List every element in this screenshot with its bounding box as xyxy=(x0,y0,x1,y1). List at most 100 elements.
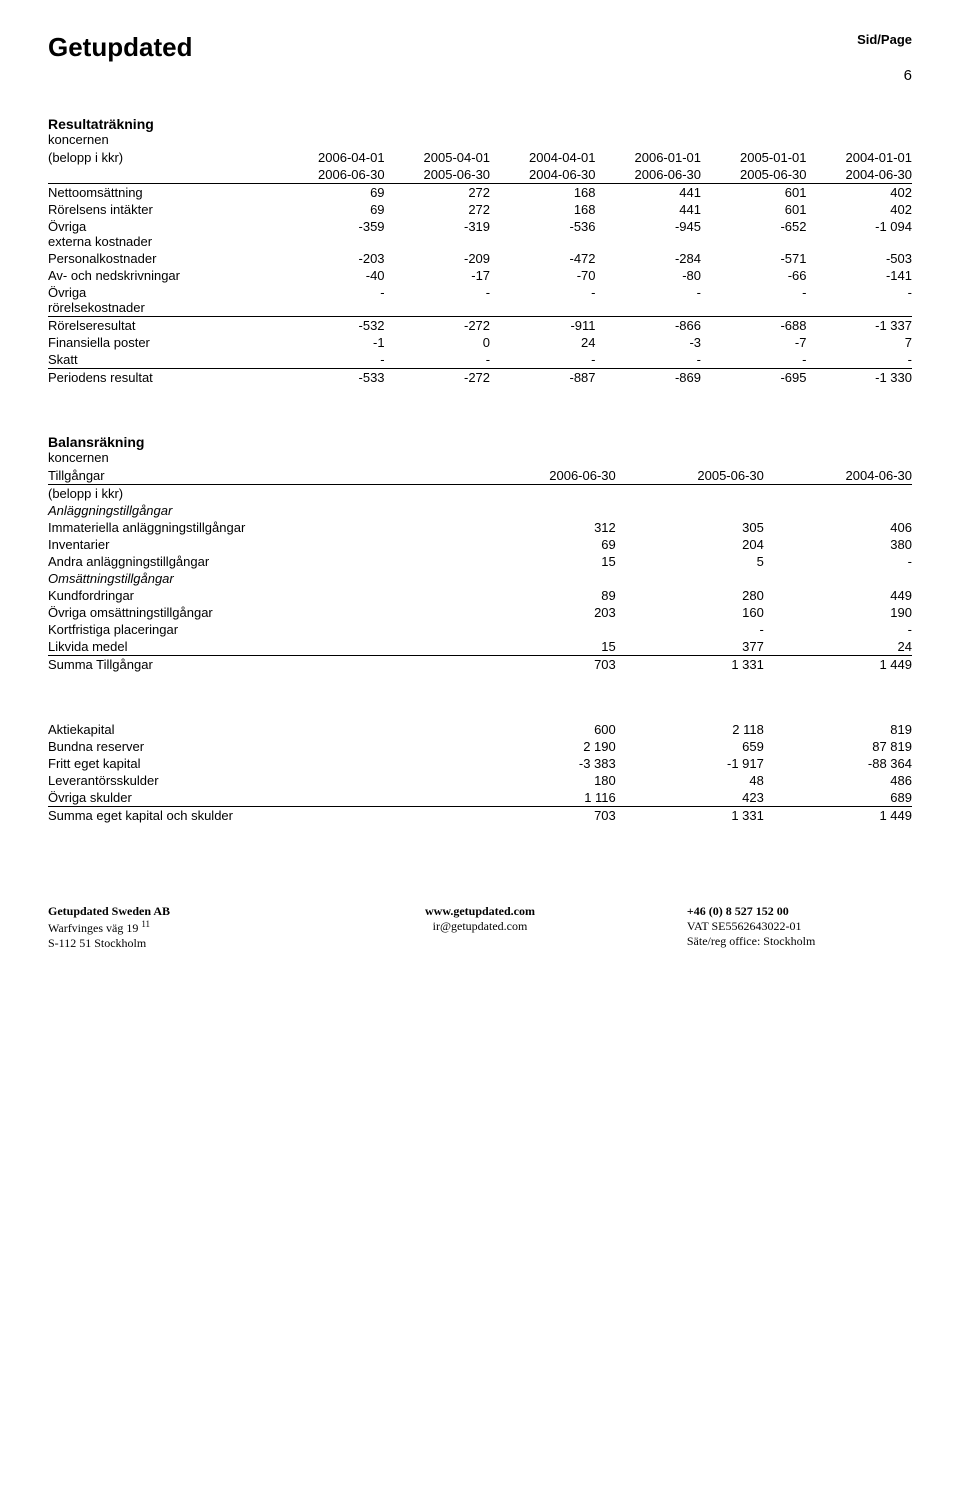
row-label: Skatt xyxy=(48,351,279,369)
cell-value: 180 xyxy=(468,772,616,789)
income-title: Resultaträkning xyxy=(48,116,912,132)
cell-value: 87 819 xyxy=(764,738,912,755)
col-date: 2004-06-30 xyxy=(806,166,912,184)
table-row: Summa eget kapital och skulder7031 3311 … xyxy=(48,807,912,825)
cell-value: 0 xyxy=(385,334,490,351)
table-row: Immateriella anläggningstillgångar312305… xyxy=(48,519,912,536)
row-label: Kortfristiga placeringar xyxy=(48,621,468,638)
cell-value: -652 xyxy=(701,218,806,250)
cell-value: -945 xyxy=(596,218,701,250)
table-header-row: Tillgångar 2006-06-30 2005-06-30 2004-06… xyxy=(48,467,912,485)
col-date: 2004-06-30 xyxy=(764,467,912,485)
table-row: Andra anläggningstillgångar155- xyxy=(48,553,912,570)
cell-value: -7 xyxy=(701,334,806,351)
cell-value: 2 118 xyxy=(616,721,764,738)
col-date: 2004-06-30 xyxy=(490,166,595,184)
cell-value: -141 xyxy=(806,267,912,284)
belopp-label: (belopp i kkr) xyxy=(48,485,468,503)
table-row: (belopp i kkr) xyxy=(48,485,912,503)
cell-value: 377 xyxy=(616,638,764,656)
cell-value: -866 xyxy=(596,317,701,335)
table-row: Periodens resultat-533-272-887-869-695-1… xyxy=(48,369,912,387)
group-label: Omsättningstillgångar xyxy=(48,570,468,587)
cell-value: 204 xyxy=(616,536,764,553)
cell-value: 89 xyxy=(468,587,616,604)
table-row: Övrigaexterna kostnader-359-319-536-945-… xyxy=(48,218,912,250)
table-row: Summa Tillgångar7031 3311 449 xyxy=(48,656,912,674)
cell-value: - xyxy=(385,351,490,369)
table-row: Kortfristiga placeringar -- xyxy=(48,621,912,638)
footer-phone: +46 (0) 8 527 152 00 xyxy=(687,904,789,918)
footer-vat: VAT SE5562643022-01 xyxy=(687,919,802,933)
cell-value: 423 xyxy=(616,789,764,807)
table-row: Kundfordringar89280449 xyxy=(48,587,912,604)
row-label: Rörelsens intäkter xyxy=(48,201,279,218)
cell-value: 449 xyxy=(764,587,912,604)
company-title: Getupdated xyxy=(48,32,192,63)
cell-value: 441 xyxy=(596,201,701,218)
table-row: Skatt------ xyxy=(48,351,912,369)
table-row: Anläggningstillgångar xyxy=(48,502,912,519)
cell-value: -472 xyxy=(490,250,595,267)
page-footer: Getupdated Sweden AB Warfvinges väg 19 1… xyxy=(48,904,912,951)
row-label: Leverantörsskulder xyxy=(48,772,468,789)
footer-address: Warfvinges väg 19 xyxy=(48,921,138,935)
cell-value: -1 917 xyxy=(616,755,764,772)
row-label: Nettoomsättning xyxy=(48,184,279,202)
col-date: 2005-06-30 xyxy=(616,467,764,485)
cell-value: - xyxy=(490,351,595,369)
cell-value: 5 xyxy=(616,553,764,570)
cell-value: -40 xyxy=(279,267,384,284)
row-label: Immateriella anläggningstillgångar xyxy=(48,519,468,536)
cell-value: 1 116 xyxy=(468,789,616,807)
cell-value: -80 xyxy=(596,267,701,284)
cell-value: 406 xyxy=(764,519,912,536)
table-row: Aktiekapital6002 118819 xyxy=(48,721,912,738)
row-label: Periodens resultat xyxy=(48,369,279,387)
row-label: Övriga skulder xyxy=(48,789,468,807)
col-date: 2006-06-30 xyxy=(596,166,701,184)
table-row: Personalkostnader-203-209-472-284-571-50… xyxy=(48,250,912,267)
table-header-row: (belopp i kkr) 2006-04-01 2005-04-01 200… xyxy=(48,149,912,166)
cell-value: 402 xyxy=(806,201,912,218)
cell-value: 1 331 xyxy=(616,656,764,674)
cell-value: - xyxy=(596,284,701,317)
cell-value: - xyxy=(764,621,912,638)
cell-value: -319 xyxy=(385,218,490,250)
cell-value: - xyxy=(279,284,384,317)
cell-value: 15 xyxy=(468,638,616,656)
col-date: 2004-04-01 xyxy=(490,149,595,166)
cell-value: 402 xyxy=(806,184,912,202)
cell-value: 689 xyxy=(764,789,912,807)
cell-value: -66 xyxy=(701,267,806,284)
cell-value: 2 190 xyxy=(468,738,616,755)
assets-label: Tillgångar xyxy=(48,467,468,485)
cell-value: 305 xyxy=(616,519,764,536)
table-row: Likvida medel1537724 xyxy=(48,638,912,656)
row-label: Bundna reserver xyxy=(48,738,468,755)
table-row: Övrigarörelsekostnader------ xyxy=(48,284,912,317)
group-label: Anläggningstillgångar xyxy=(48,502,468,519)
footer-url: www.getupdated.com xyxy=(425,904,535,918)
table-row: Rörelsens intäkter69272168441601402 xyxy=(48,201,912,218)
cell-value: - xyxy=(701,351,806,369)
col-date: 2006-06-30 xyxy=(279,166,384,184)
page-label: Sid/Page xyxy=(857,32,912,47)
table-row: Av- och nedskrivningar-40-17-70-80-66-14… xyxy=(48,267,912,284)
cell-value: - xyxy=(616,621,764,638)
cell-value: -911 xyxy=(490,317,595,335)
cell-value: 659 xyxy=(616,738,764,755)
cell-value: 168 xyxy=(490,201,595,218)
row-label: Inventarier xyxy=(48,536,468,553)
row-label: Fritt eget kapital xyxy=(48,755,468,772)
cell-value: 24 xyxy=(490,334,595,351)
row-label: Summa eget kapital och skulder xyxy=(48,807,468,825)
cell-value: -272 xyxy=(385,317,490,335)
cell-value: -869 xyxy=(596,369,701,387)
cell-value: -359 xyxy=(279,218,384,250)
table-row: Bundna reserver2 19065987 819 xyxy=(48,738,912,755)
row-label: Likvida medel xyxy=(48,638,468,656)
cell-value: -203 xyxy=(279,250,384,267)
cell-value: 160 xyxy=(616,604,764,621)
table-row: Leverantörsskulder18048486 xyxy=(48,772,912,789)
